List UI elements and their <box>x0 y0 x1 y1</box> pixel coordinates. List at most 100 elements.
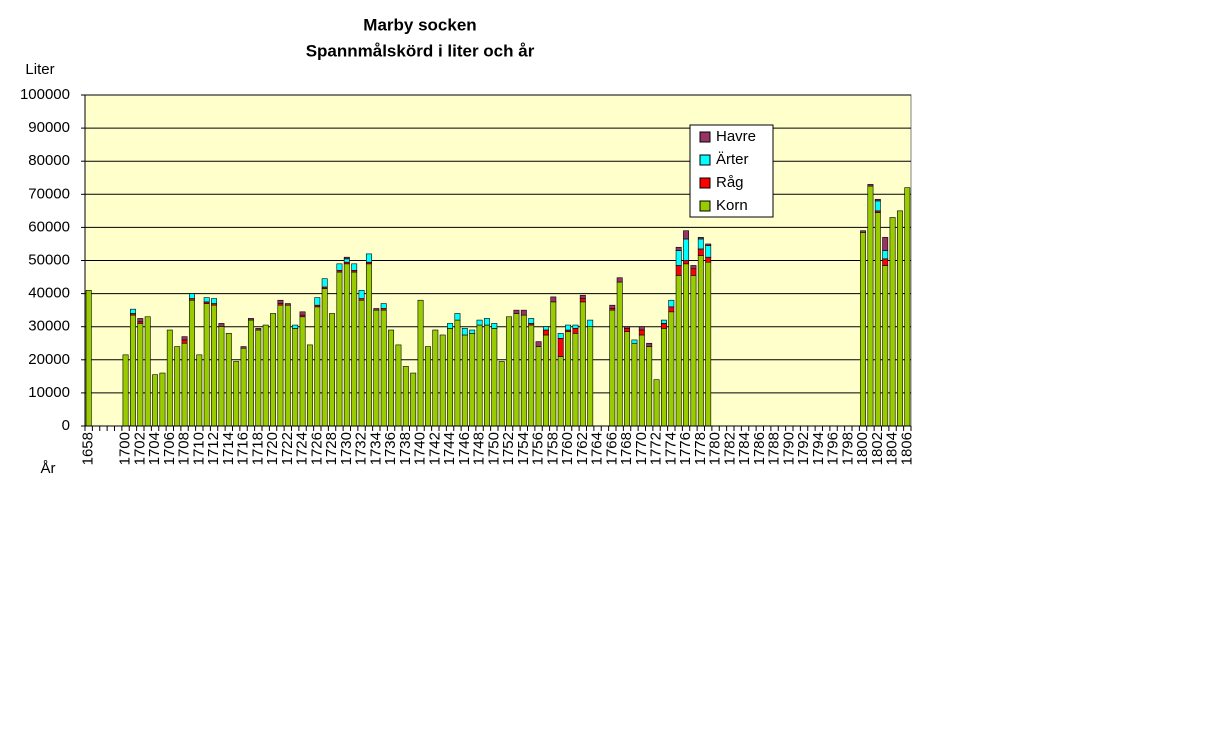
bar-segment <box>129 314 136 427</box>
bar-segment <box>557 356 564 427</box>
x-tick-label: 1716 <box>235 432 252 465</box>
x-tick-label: 1706 <box>161 432 178 465</box>
bar-segment <box>159 372 166 427</box>
bar-segment <box>447 328 454 427</box>
bar-segment <box>144 316 151 427</box>
bar-segment <box>211 298 218 304</box>
bar-segment <box>535 346 542 427</box>
bar-segment <box>705 261 712 427</box>
bar-segment <box>174 346 181 427</box>
bar-segment <box>528 318 535 324</box>
bar-segment <box>520 314 527 427</box>
bar-segment <box>874 200 881 212</box>
x-axis-label: År <box>41 460 56 477</box>
bar-segment <box>896 210 903 427</box>
bar-segment <box>85 289 92 427</box>
bar-segment <box>542 334 549 427</box>
bar-segment <box>675 246 682 251</box>
bar-segment <box>550 296 557 303</box>
x-tick-label: 1782 <box>721 432 738 465</box>
bar-segment <box>395 344 402 427</box>
bar-segment <box>513 313 520 427</box>
x-tick-label: 1774 <box>662 432 679 465</box>
bar-segment <box>874 198 881 202</box>
x-tick-label: 1732 <box>353 432 370 465</box>
bar-segment <box>697 237 704 240</box>
bar-segment <box>255 329 262 427</box>
bar-segment <box>410 372 417 427</box>
bar-segment <box>255 328 262 331</box>
x-tick-label: 1720 <box>264 432 281 465</box>
bar-segment <box>152 374 159 427</box>
bar-segment <box>867 184 874 187</box>
bar-segment <box>306 344 313 427</box>
bar-segment <box>402 366 409 427</box>
x-tick-label: 1794 <box>810 432 827 465</box>
chart-title: Marby socken <box>363 15 476 34</box>
bar-segment <box>653 379 660 427</box>
x-tick-label: 1784 <box>736 432 753 465</box>
bar-segment <box>461 328 468 336</box>
bar-segment <box>690 268 697 276</box>
bar-segment <box>882 250 889 260</box>
bar-segment <box>373 308 380 311</box>
x-tick-label: 1772 <box>648 432 665 465</box>
legend-label: Råg <box>716 174 744 191</box>
bar-segment <box>483 324 490 427</box>
bar-segment <box>683 230 690 240</box>
bar-segment <box>277 304 284 427</box>
bar-segment <box>351 271 358 427</box>
bar-segment <box>476 324 483 427</box>
bar-segment <box>270 313 277 427</box>
bar-segment <box>211 304 218 427</box>
bar-segment <box>690 275 697 427</box>
bar-segment <box>557 333 564 339</box>
bar-segment <box>631 339 638 344</box>
bar-segment <box>660 328 667 427</box>
bar-segment <box>683 263 690 427</box>
bar-segment <box>336 271 343 427</box>
bar-segment <box>638 329 645 336</box>
x-tick-label: 1718 <box>249 432 266 465</box>
bar-segment <box>683 260 690 265</box>
bar-segment <box>129 308 136 314</box>
bar-segment <box>240 346 247 349</box>
bar-segment <box>638 326 645 331</box>
y-axis-label: Liter <box>25 61 54 78</box>
bar-segment <box>882 258 889 266</box>
bar-segment <box>329 313 336 427</box>
x-tick-label: 1760 <box>559 432 576 465</box>
bar-segment <box>660 323 667 329</box>
y-tick-label: 30000 <box>28 318 70 335</box>
bar-segment <box>247 318 254 321</box>
x-tick-label: 1790 <box>780 432 797 465</box>
bar-segment <box>358 299 365 427</box>
bar-segment <box>351 263 358 271</box>
bar-segment <box>506 316 513 427</box>
x-tick-label: 1724 <box>294 432 311 465</box>
bar-segment <box>417 299 424 427</box>
y-tick-label: 90000 <box>28 119 70 136</box>
bar-segment <box>181 339 188 344</box>
bar-segment <box>882 265 889 427</box>
legend-swatch <box>699 177 711 189</box>
bar-segment <box>284 303 291 306</box>
bar-segment <box>380 303 387 309</box>
x-tick-label: 1700 <box>117 432 134 465</box>
bar-segment <box>498 361 505 427</box>
bar-segment <box>203 297 210 303</box>
bar-segment <box>299 316 306 427</box>
bar-segment <box>572 328 579 334</box>
x-tick-label: 1776 <box>677 432 694 465</box>
bar-segment <box>572 324 579 329</box>
y-tick-label: 0 <box>62 417 70 434</box>
x-tick-label: 1746 <box>456 432 473 465</box>
bar-segment <box>439 334 446 427</box>
bar-segment <box>557 337 564 357</box>
x-tick-label: 1726 <box>308 432 325 465</box>
bar-segment <box>675 265 682 276</box>
bar-segment <box>624 326 631 329</box>
x-tick-label: 1778 <box>692 432 709 465</box>
bar-segment <box>572 333 579 427</box>
x-tick-label: 1756 <box>530 432 547 465</box>
